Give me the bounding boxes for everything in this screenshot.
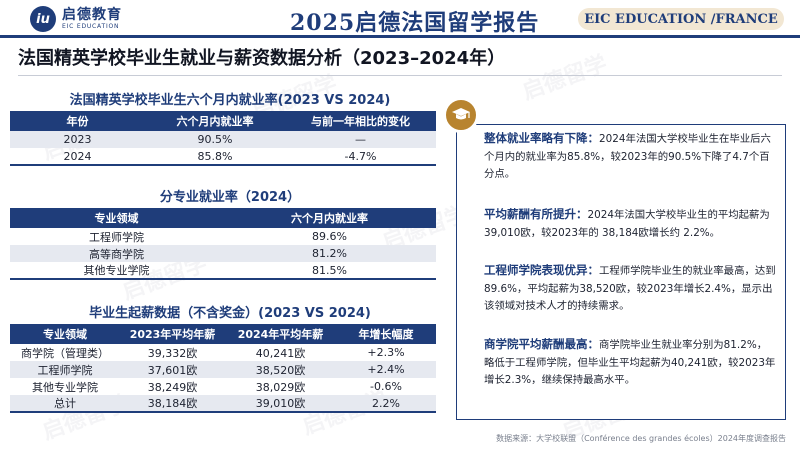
table-cell: 37,601欧 — [120, 361, 225, 378]
table-cell: 38,520欧 — [225, 361, 336, 378]
table-cell: 89.6% — [312, 230, 347, 243]
table-header: 2024年平均年薪 — [225, 324, 336, 344]
table-cell: 40,241欧 — [255, 346, 306, 360]
summary-heading: 整体就业率略有下降： — [484, 131, 599, 145]
summary-item: 工程师学院表现优异：工程师学院毕业生的就业率最高，达到89.6%，平均起薪为38… — [484, 262, 776, 316]
table-row: 总计 38,184欧 39,010欧 2.2% — [10, 395, 436, 413]
data-source-note: 数据来源：大学校联盟（Conférence des grandes écoles… — [496, 434, 786, 443]
header-bar: iu 启德教育 EIC EDUCATION 2025启德法国留学报告 EIC E… — [0, 0, 800, 38]
table-header: 六个月内就业率 — [223, 208, 436, 228]
field-employment-table: 专业领域 六个月内就业率 工程师学院 89.6% 高等商学院 81.2% 其他专… — [10, 208, 436, 280]
table-cell: 81.2% — [223, 245, 436, 262]
table-cell: 工程师学院 — [10, 361, 120, 378]
table-cell: 38,184欧 — [120, 395, 225, 413]
summary-text: 商学院毕业生就业率分别为81.2%，略低于工程师学院，但毕业生平均起薪为40,2… — [484, 339, 776, 386]
table-cell: 39,332欧 — [147, 346, 198, 360]
logo-cn-text: 启德教育 — [62, 7, 122, 23]
table-row: 2024 85.8% -4.7% — [10, 148, 436, 166]
header-badge: EIC EDUCATION /FRANCE — [578, 8, 784, 30]
table-cell: 2.2% — [336, 395, 436, 413]
table-cell: +2.4% — [336, 361, 436, 378]
summary-heading: 平均薪酬有所提升： — [484, 207, 588, 221]
summary-item: 整体就业率略有下降：2024年法国大学校毕业生在毕业后六个月内的就业率为85.8… — [484, 130, 776, 184]
table-cell: 38,029欧 — [255, 380, 306, 394]
salary-table-title: 毕业生起薪数据（不含奖金）(2023 VS 2024) — [89, 306, 371, 321]
table-row: 商学院（管理类） 39,332欧 40,241欧 +2.3% — [10, 344, 436, 361]
eic-logo-icon: iu — [30, 6, 56, 32]
table-cell: 其他专业学院 — [32, 380, 98, 394]
summary-text: 工程师学院毕业生的就业率最高，达到89.6%，平均起薪为38,520欧，较202… — [484, 265, 776, 312]
title-divider — [18, 75, 782, 76]
summary-heading: 工程师学院表现优异： — [484, 263, 599, 277]
table-cell: 39,010欧 — [225, 395, 336, 413]
table-cell: -4.7% — [285, 148, 436, 166]
summary-panel — [456, 124, 786, 420]
summary-item: 平均薪酬有所提升：2024年法国大学校毕业生的平均起薪为 39,010欧，较20… — [484, 206, 776, 242]
employment-table-title: 法国精英学校毕业生六个月内就业率(2023 VS 2024) — [69, 93, 391, 108]
table-cell: 高等商学院 — [10, 245, 223, 262]
logo-en-text: EIC EDUCATION — [62, 23, 120, 30]
table-cell: 85.8% — [145, 148, 285, 166]
table-header: 年份 — [10, 111, 145, 131]
table-cell: 商学院（管理类） — [21, 346, 109, 360]
table-row: 工程师学院 89.6% — [10, 228, 436, 245]
table-cell: -0.6% — [370, 380, 402, 393]
table-cell: 38,249欧 — [147, 380, 198, 394]
page-title: 法国精英学校毕业生就业与薪资数据分析（2023–2024年） — [18, 48, 506, 69]
salary-table: 专业领域 2023年平均年薪 2024年平均年薪 年增长幅度 商学院（管理类） … — [10, 324, 436, 413]
table-header: 年增长幅度 — [336, 324, 436, 344]
summary-text: 2024年法国大学校毕业生的平均起薪为 39,010欧，较2023年的 38,1… — [484, 209, 770, 239]
graduation-cap-icon — [443, 97, 479, 133]
table-row: 其他专业学院 81.5% — [10, 262, 436, 280]
table-cell: 90.5% — [145, 131, 285, 148]
table-header: 2023年平均年薪 — [120, 324, 225, 344]
table-cell: 工程师学院 — [89, 230, 144, 244]
watermark: 启德留学 — [519, 51, 611, 106]
summary-item: 商学院平均薪酬最高：商学院毕业生就业率分别为81.2%，略低于工程师学院，但毕业… — [484, 336, 776, 390]
table-cell: 2023 — [10, 131, 145, 148]
employment-table: 年份 六个月内就业率 与前一年相比的变化 2023 90.5% — 2024 8… — [10, 111, 436, 166]
table-header: 专业领域 — [10, 324, 120, 344]
table-cell: 其他专业学院 — [10, 262, 223, 280]
summary-text: 2024年法国大学校毕业生在毕业后六个月内的就业率为85.8%，较2023年的9… — [484, 133, 771, 180]
table-row: 其他专业学院 38,249欧 38,029欧 -0.6% — [10, 378, 436, 395]
table-row: 工程师学院 37,601欧 38,520欧 +2.4% — [10, 361, 436, 378]
table-row: 高等商学院 81.2% — [10, 245, 436, 262]
table-cell: 总计 — [10, 395, 120, 413]
report-title: 2025启德法国留学报告 — [290, 10, 540, 36]
brand-logo: iu 启德教育 EIC EDUCATION — [30, 4, 122, 34]
summary-heading: 商学院平均薪酬最高： — [484, 337, 599, 351]
table-header: 六个月内就业率 — [145, 111, 285, 131]
table-cell: — — [285, 131, 436, 148]
table-cell: 2024 — [10, 148, 145, 166]
field-table-title: 分专业就业率（2024） — [159, 190, 301, 205]
table-header: 与前一年相比的变化 — [285, 111, 436, 131]
table-cell: 81.5% — [223, 262, 436, 280]
table-row: 2023 90.5% — — [10, 131, 436, 148]
table-header: 专业领域 — [10, 208, 223, 228]
table-cell: +2.3% — [367, 346, 405, 359]
